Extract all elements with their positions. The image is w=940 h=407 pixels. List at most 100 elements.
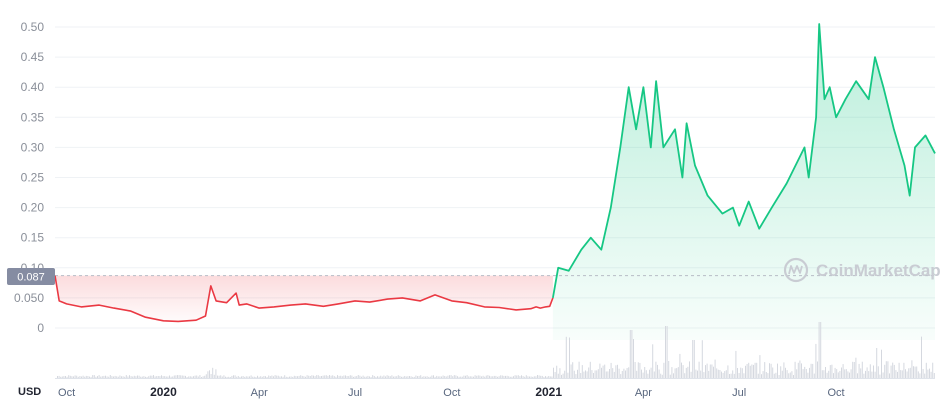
volume-bar	[697, 370, 698, 378]
volume-bar	[415, 375, 417, 378]
volume-bar	[861, 361, 863, 378]
volume-bar	[241, 376, 242, 378]
volume-bar	[60, 376, 62, 378]
volume-bar	[844, 369, 846, 378]
volume-bar	[444, 376, 446, 378]
y-tick-label: 0.50	[21, 20, 45, 34]
volume-bar	[690, 371, 692, 378]
area-fills	[55, 24, 935, 340]
volume-bar	[852, 361, 854, 378]
volume-bar	[628, 367, 630, 378]
volume-bar	[306, 375, 308, 378]
volume-bar	[805, 369, 807, 378]
volume-bar	[727, 365, 729, 378]
volume-bar	[631, 330, 633, 378]
volume-bar	[601, 367, 602, 378]
x-tick-label: Apr	[251, 387, 268, 399]
volume-bar	[276, 375, 278, 378]
volume-bar	[295, 376, 297, 378]
volume-bar	[741, 368, 743, 378]
volume-bar	[812, 363, 814, 378]
volume-bar	[740, 367, 742, 378]
volume-bar	[865, 370, 866, 378]
volume-bar	[517, 375, 519, 378]
volume-bar	[63, 376, 65, 378]
volume-bar	[925, 362, 927, 378]
volume-bar	[458, 376, 460, 378]
volume-bar	[145, 376, 146, 378]
volume-bar	[423, 376, 425, 378]
volume-bar	[900, 370, 902, 378]
volume-bar	[561, 374, 562, 378]
volume-bar	[309, 376, 311, 378]
volume-bar	[817, 361, 818, 378]
volume-bar	[537, 375, 538, 378]
volume-bar	[565, 336, 567, 378]
volume-bar	[813, 373, 815, 378]
volume-bar	[289, 376, 290, 378]
volume-bar	[481, 376, 482, 378]
volume-bar	[218, 375, 220, 378]
volume-bar	[873, 365, 874, 378]
volume-bar	[369, 376, 370, 378]
volume-bar	[759, 355, 761, 378]
volume-bar	[673, 373, 674, 378]
volume-bar	[425, 376, 426, 378]
volume-bar	[226, 376, 228, 378]
volume-bar	[796, 369, 798, 378]
volume-bar	[585, 370, 586, 378]
volume-bar	[781, 370, 783, 378]
volume-bar	[737, 368, 738, 378]
volume-bar	[538, 375, 540, 378]
volume-bar	[437, 376, 439, 378]
volume-bar	[431, 375, 433, 378]
volume-bar	[149, 375, 151, 378]
volume-bar	[660, 373, 662, 378]
volume-bar	[106, 376, 108, 378]
volume-bar	[143, 376, 145, 378]
volume-bar	[170, 376, 172, 378]
volume-bar	[354, 376, 356, 378]
volume-bar	[722, 372, 724, 378]
volume-bar	[652, 344, 654, 378]
volume-bar	[258, 376, 260, 378]
volume-bar	[220, 375, 222, 378]
volume-bar	[378, 376, 380, 378]
volume-bar	[541, 375, 543, 378]
volume-bar	[372, 375, 374, 378]
volume-bar	[58, 375, 60, 378]
volume-bar	[841, 367, 842, 378]
volume-bar	[154, 376, 156, 378]
x-tick-label: Jul	[348, 387, 362, 399]
volume-bar	[217, 375, 218, 378]
volume-bar	[650, 367, 652, 378]
volume-bar	[615, 365, 617, 378]
volume-bar	[87, 376, 89, 378]
volume-bar	[633, 339, 634, 378]
volume-bar	[698, 361, 700, 378]
volume-bar	[389, 376, 391, 378]
volume-bar	[231, 375, 233, 378]
volume-bar	[313, 375, 314, 378]
volume-bar	[455, 375, 457, 378]
volume-bar	[823, 370, 825, 378]
volume-bar	[754, 362, 756, 378]
volume-bar	[433, 375, 434, 378]
volume-bar	[921, 336, 922, 378]
volume-bar	[361, 376, 362, 378]
volume-bar	[329, 375, 330, 378]
volume-bar	[68, 375, 70, 378]
volume-bar	[338, 375, 340, 378]
volume-bar	[639, 362, 641, 378]
volume-bar	[681, 362, 682, 378]
volume-bar	[901, 370, 903, 378]
x-tick-label: Oct	[827, 387, 844, 399]
volume-bar	[521, 375, 522, 378]
volume-bar	[449, 375, 450, 378]
volume-bar	[353, 376, 354, 378]
volume-bar	[575, 374, 577, 378]
volume-bar	[829, 365, 831, 378]
volume-bar	[695, 369, 697, 378]
volume-bar	[253, 376, 255, 378]
x-tick-label: Apr	[635, 387, 652, 399]
